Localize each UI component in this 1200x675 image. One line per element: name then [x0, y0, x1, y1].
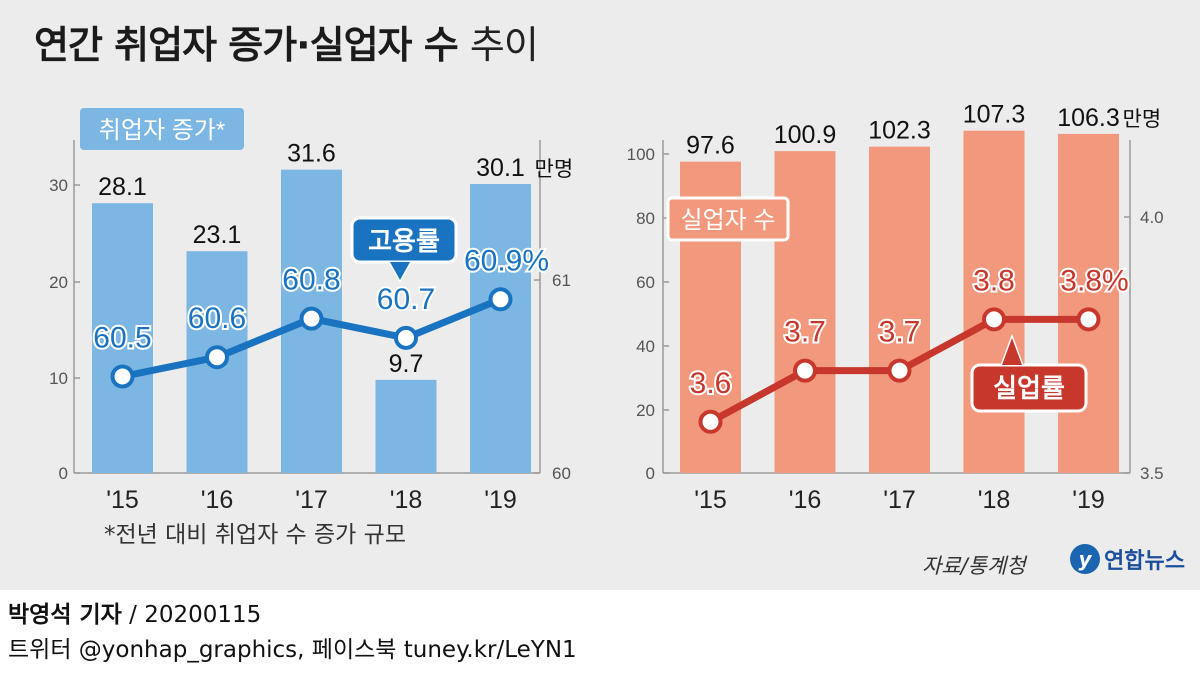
employment-callout-text: 고용률: [368, 226, 440, 256]
unemployment-rate-label: 3.6: [690, 367, 732, 400]
unemployment-unit-label: 만명: [1123, 108, 1162, 131]
credit-line-1: 박영석 기자 / 20200115: [8, 595, 261, 629]
employment-category-label: '16: [201, 486, 234, 514]
infographic-panel: 연간 취업자 증가·실업자 수 추이 30 20 10 0 61 60 28.1'15 23.…: [0, 0, 1200, 590]
title-light: 추이: [469, 23, 539, 67]
employment-title-text: 취업자 증가*: [99, 117, 225, 144]
title-main: 연간 취업자 증가·실업자 수: [34, 23, 459, 67]
employment-bar-value-label: 28.1: [98, 173, 147, 201]
employment-bar-value-label: 30.1: [476, 154, 525, 182]
employment-rate-point: [488, 287, 513, 312]
employment-bar: [470, 184, 531, 474]
unemployment-right-tick-label: 3.5: [1140, 464, 1164, 483]
employment-bar-value-label: 23.1: [193, 221, 242, 249]
unemployment-rate-point: [982, 307, 1006, 332]
employment-rate-label: 60.5: [93, 322, 151, 355]
yonhap-logo: y 연합뉴스: [1070, 543, 1185, 575]
unemployment-rate-point: [793, 358, 817, 383]
employment-rate-label: 60.8: [282, 264, 340, 297]
unemployment-category-label: '16: [789, 486, 822, 514]
employment-rate-label: 60.7: [377, 283, 435, 316]
unemployment-rate-point: [1076, 307, 1101, 332]
yonhap-logo-text: 연합뉴스: [1104, 549, 1185, 574]
employment-rate-point: [299, 306, 324, 331]
employment-left-tick-label: 20: [49, 273, 68, 292]
source-label: 자료/통계청: [922, 554, 1026, 578]
unemployment-rate-point: [698, 409, 723, 434]
employment-rate-point: [394, 325, 418, 350]
unemployment-rate-label: 3.7: [879, 316, 921, 349]
unemployment-bar: [869, 146, 930, 473]
unemployment-callout-pointer-fill: [1002, 338, 1022, 365]
employment-category-label: '17: [295, 486, 328, 514]
employment-rate-label: 60.9%: [464, 244, 549, 277]
credit-line-2[interactable]: 트위터 @yonhap_graphics, 페이스북 tuney.kr/LeYN…: [8, 637, 577, 663]
unemployment-category-label: '18: [978, 486, 1011, 514]
unemployment-left-tick-label: 100: [627, 145, 655, 164]
employment-bar: [92, 203, 153, 474]
employment-unit-label: 만명: [535, 158, 574, 181]
unemployment-bar-value-label: 100.9: [774, 121, 837, 149]
yonhap-logo-icon: y: [1070, 544, 1100, 574]
employment-category-label: '18: [390, 486, 423, 514]
unemployment-bar: [1058, 133, 1119, 473]
credit-separator: /: [121, 602, 145, 628]
unemployment-title-badge: [666, 196, 790, 242]
reporter-name: 박영석 기자: [8, 602, 122, 628]
unemployment-category-label: '19: [1072, 486, 1105, 514]
employment-left-tick-label: 0: [59, 464, 68, 483]
employment-rate-point: [110, 364, 135, 389]
employment-bar: [375, 379, 437, 473]
employment-right-tick-label: 61: [552, 271, 571, 290]
credit-date: 20200115: [144, 602, 262, 628]
charts-svg: 3020100616028.1'1523.1'1631.6'179.7'1830…: [49, 101, 1164, 514]
employment-left-tick-label: 30: [49, 176, 68, 195]
unemployment-left-tick-label: 40: [636, 337, 655, 356]
unemployment-category-label: '15: [694, 486, 727, 514]
unemployment-left-tick-label: 80: [636, 209, 655, 228]
unemployment-bar-value-label: 106.3: [1057, 104, 1120, 132]
unemployment-rate-label: 3.7: [784, 316, 826, 349]
unemployment-left-tick-label: 0: [646, 464, 655, 483]
unemployment-left-tick-label: 60: [636, 273, 655, 292]
unemployment-title-text: 실업자 수: [681, 207, 776, 234]
employment-rate-point: [205, 345, 229, 370]
employment-callout-pointer-fill: [390, 262, 410, 280]
employment-category-label: '19: [484, 486, 517, 514]
employment-right-tick-label: 60: [552, 464, 571, 483]
unemployment-left-tick-label: 20: [636, 401, 655, 420]
footnote: *전년 대비 취업자 수 증가 규모: [104, 522, 406, 548]
unemployment-right-tick-label: 4.0: [1140, 208, 1164, 227]
unemployment-bar: [963, 130, 1025, 473]
employment-category-label: '15: [106, 486, 139, 514]
employment-left-tick-label: 10: [49, 369, 68, 388]
unemployment-bar-value-label: 97.6: [686, 132, 735, 160]
unemployment-bar-value-label: 102.3: [868, 117, 931, 145]
employment-bar-value-label: 31.6: [287, 140, 336, 168]
unemployment-rate-label: 3.8: [973, 264, 1015, 297]
page-title: 연간 취업자 증가·실업자 수 추이: [34, 14, 539, 69]
unemployment-rate-label: 3.8%: [1060, 264, 1128, 297]
unemployment-callout-text: 실업률: [993, 373, 1065, 403]
employment-bar-value-label: 9.7: [389, 350, 424, 378]
unemployment-category-label: '17: [883, 486, 916, 514]
unemployment-callout-box: [970, 363, 1088, 413]
employment-rate-label: 60.6: [188, 302, 246, 335]
unemployment-bar-value-label: 107.3: [963, 101, 1026, 129]
employment-title-badge: [80, 108, 244, 150]
unemployment-rate-point: [887, 358, 912, 383]
